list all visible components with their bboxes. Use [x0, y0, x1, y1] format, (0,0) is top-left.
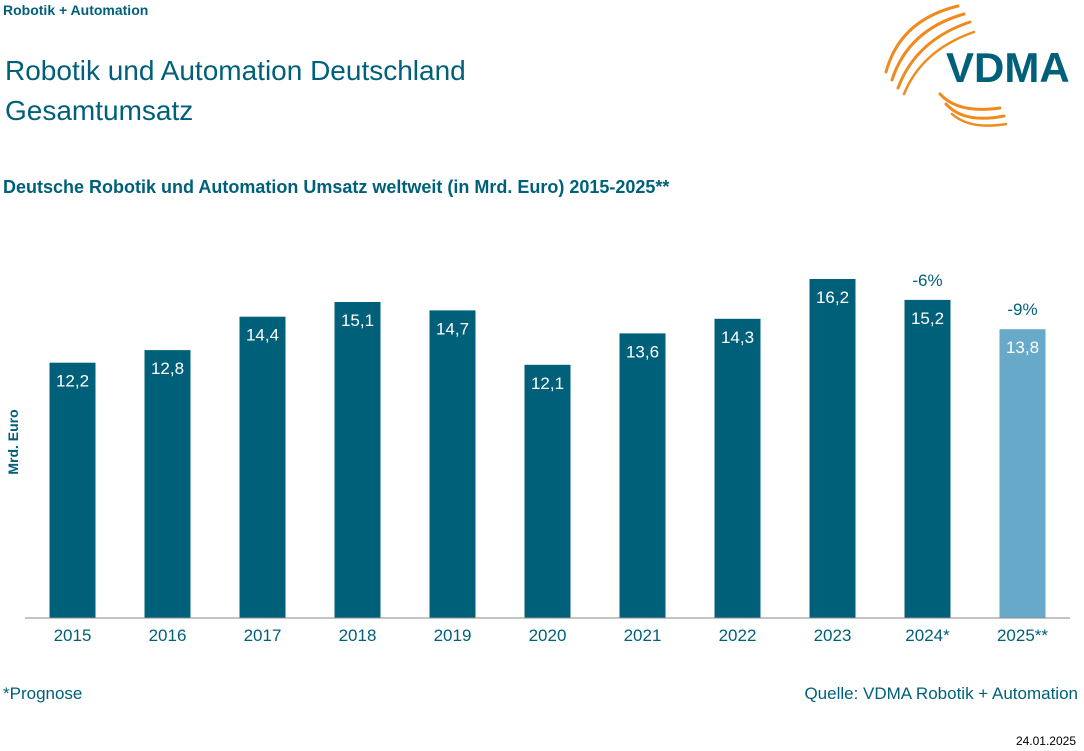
x-tick-label: 2017	[244, 626, 282, 645]
bar-2017	[239, 316, 286, 618]
x-tick-label: 2021	[624, 626, 662, 645]
page-title: Robotik und Automation Deutschland	[5, 55, 466, 86]
chart-title: Deutsche Robotik und Automation Umsatz w…	[3, 177, 670, 197]
bar-value-label: 15,1	[341, 311, 374, 330]
bar-value-label: 15,2	[911, 309, 944, 328]
bar-value-label: 12,2	[56, 372, 89, 391]
page-subtitle: Gesamtumsatz	[5, 95, 194, 126]
x-tick-label: 2020	[529, 626, 567, 645]
bar-value-label: 14,3	[721, 328, 754, 347]
source-note: Quelle: VDMA Robotik + Automation	[804, 684, 1078, 703]
bar-value-label: 14,7	[436, 319, 469, 338]
bar-2024	[904, 299, 951, 618]
bar-2023	[809, 279, 856, 618]
bar-2020	[524, 364, 571, 618]
bar-2018	[334, 302, 381, 618]
x-tick-label: 2018	[339, 626, 377, 645]
x-tick-label: 2015	[54, 626, 92, 645]
x-tick-label: 2025**	[997, 626, 1048, 645]
x-tick-label: 2024*	[905, 626, 950, 645]
bar-2021	[619, 333, 666, 618]
bar-2022	[714, 318, 761, 618]
bar-2015	[49, 362, 96, 618]
bar-value-label: 13,6	[626, 342, 659, 361]
bar-value-label: 13,8	[1006, 338, 1039, 357]
header-tag: Robotik + Automation	[3, 2, 149, 18]
change-annotation: -9%	[1007, 300, 1037, 319]
footnote: *Prognose	[3, 684, 83, 703]
bar-value-label: 12,1	[531, 374, 564, 393]
bar-value-label: 14,4	[246, 326, 279, 345]
bar-2019	[429, 310, 476, 618]
bar-2016	[144, 350, 191, 618]
change-annotation: -6%	[912, 271, 942, 290]
bar-value-label: 12,8	[151, 359, 184, 378]
bar-2025	[999, 329, 1046, 618]
bars-group: 12,2 2015 12,8 2016 14,4 2017 15,1 2018 14,7 2019…	[49, 271, 1048, 645]
x-tick-label: 2019	[434, 626, 472, 645]
bar-value-label: 16,2	[816, 288, 849, 307]
x-tick-label: 2022	[719, 626, 757, 645]
date-stamp: 24.01.2025	[1015, 734, 1076, 748]
vdma-logo: VDMA	[884, 4, 1070, 127]
vdma-logo-text: VDMA	[946, 44, 1070, 91]
x-tick-label: 2023	[814, 626, 852, 645]
x-tick-label: 2016	[149, 626, 187, 645]
